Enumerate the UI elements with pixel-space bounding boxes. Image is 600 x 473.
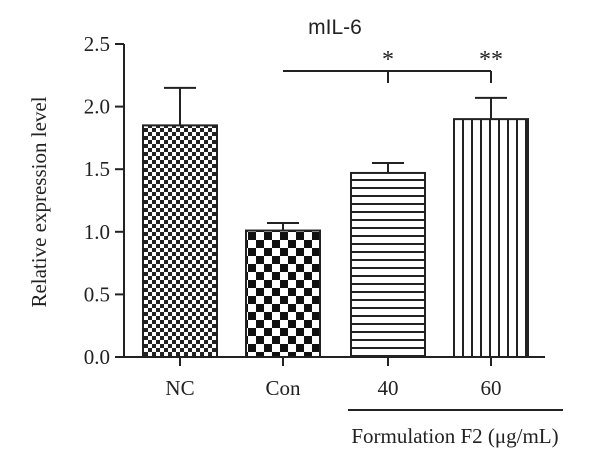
x-tick-label: 40 [378,376,399,400]
y-tick-label: 1.5 [84,157,110,181]
bar-nc [142,124,218,358]
significance-label: * [382,47,394,73]
y-tick-label: 0.5 [84,282,110,306]
bar-con [245,229,321,359]
x-tick-label: NC [165,376,194,400]
chart-title: mIL-6 [308,16,362,39]
bar-40 [350,171,426,358]
y-tick-label: 2.5 [84,32,110,56]
x-tick-label: 60 [481,376,502,400]
y-tick-label: 0.0 [84,345,110,369]
group-label: Formulation F2 (μg/mL) [351,424,558,448]
x-tick-label: Con [265,376,301,400]
y-tick-label: 1.0 [84,220,110,244]
significance-annotations: * ** [283,47,503,83]
bars-group [142,86,529,359]
y-axis-label: Relative expression level [27,96,51,307]
x-axis: NC Con 40 60 [124,356,545,400]
bar-60 [453,118,529,359]
y-axis: 0.0 0.5 1.0 1.5 2.0 2.5 [84,32,125,369]
y-tick-label: 2.0 [84,95,110,119]
significance-label: ** [479,47,503,73]
